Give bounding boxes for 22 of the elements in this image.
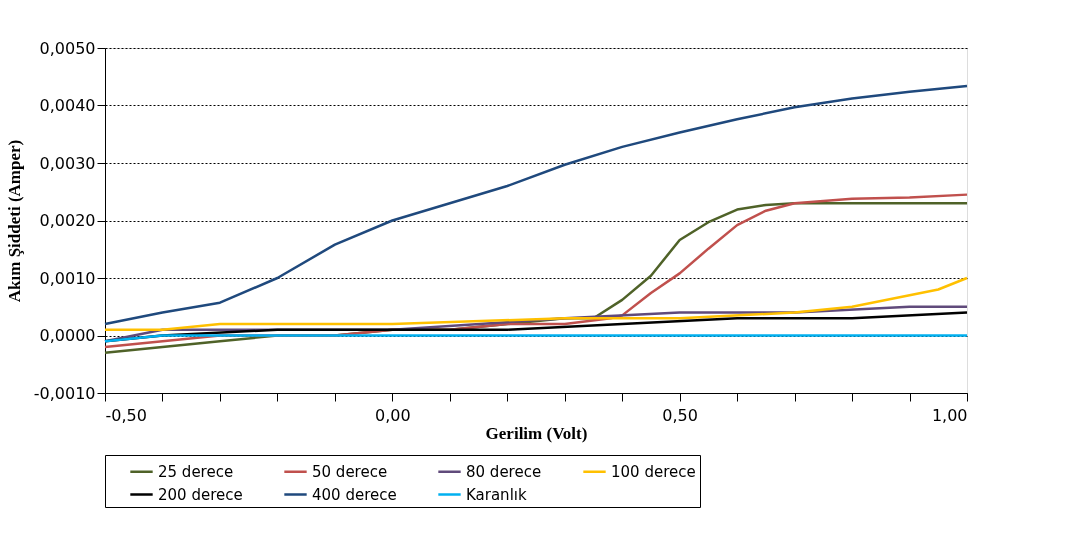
line-series [103,84,969,326]
x-tick-label: 1,00 [931,405,968,425]
x-axis-title: Gerilim (Volt) [485,423,588,443]
legend-label: 100 derece [611,462,696,481]
y-tick-label: 0,0030 [39,153,96,173]
x-tick-label: 0,50 [662,405,698,425]
x-tick-label: -0,50 [105,405,147,425]
y-tick-label: 0,0010 [39,268,96,288]
y-tick-label: 0,0050 [39,38,96,58]
legend-label: 50 derece [312,462,388,481]
legend-label: 400 derece [312,485,397,504]
y-tick-label: 0,0040 [39,96,96,115]
y-tick-label: 0,0000 [39,326,96,345]
y-tick-label: -0,0010 [33,383,96,403]
y-axis-title: Akım Şiddeti (Amper) [4,139,24,303]
x-tick-label: 0,00 [375,405,411,425]
legend-label: Karanlık [466,485,527,504]
legend-label: 25 derece [158,462,234,481]
legend-label: 80 derece [466,462,542,481]
y-tick-label: 0,0020 [39,211,96,230]
line-series [103,276,969,331]
legend-label: 200 derece [158,485,243,504]
